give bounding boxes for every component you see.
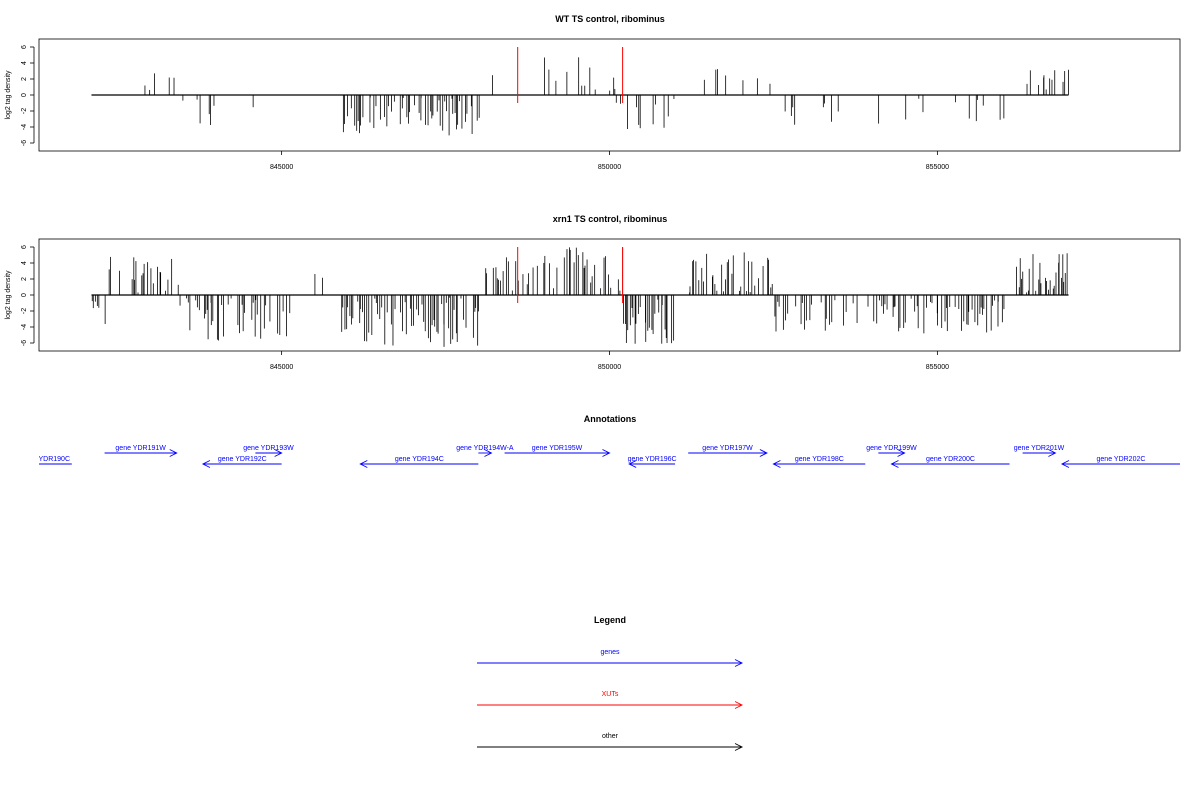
gene-arrowhead (890, 460, 899, 468)
gene-arrowhead (772, 460, 781, 468)
gene-arrowhead (1048, 449, 1057, 457)
gene-arrowhead (274, 449, 283, 457)
legend-item: other (477, 733, 744, 751)
gene-label: gene YDR194C (395, 456, 444, 463)
x-tick-label: 855000 (926, 164, 949, 171)
wt-track-ylabel: log2 tag density (5, 70, 12, 120)
gene-label: gene YDR194W-A (456, 445, 514, 452)
xrn1-track-panel: xrn1 TS control, ribominus log2 tag dens… (5, 214, 1181, 371)
gene-annotation: gene YDR200C (890, 456, 1010, 468)
y-tick-label: -2 (21, 308, 28, 314)
gene-arrowhead (1060, 460, 1070, 468)
gene-arrowhead (759, 449, 768, 457)
y-tick-label: -6 (21, 340, 28, 346)
xrn1-track-ylabel: log2 tag density (5, 270, 12, 320)
gene-annotation: gene YDR198C (772, 456, 866, 468)
y-tick-label: 0 (21, 293, 28, 297)
gene-label: gene YDR192C (218, 456, 267, 463)
wt-track-title: WT TS control, ribominus (555, 14, 665, 24)
gene-arrowhead (169, 449, 178, 457)
legend-arrowhead (734, 701, 744, 709)
legend-item: XUTs (477, 691, 744, 709)
gene-label: gene YDR201W (1014, 445, 1065, 452)
gene-annotation: gene YDR194C (359, 456, 479, 468)
gene-label: gene YDR199W (866, 445, 917, 452)
gene-label: gene YDR195W (532, 445, 583, 452)
gene-arrowhead (897, 449, 906, 457)
gene-label: gene YDR197W (702, 445, 753, 452)
y-tick-label: 4 (21, 261, 28, 265)
y-tick-label: -2 (21, 108, 28, 114)
y-tick-label: 0 (21, 93, 28, 97)
legend-item-label: other (602, 733, 619, 740)
y-tick-label: -4 (21, 324, 28, 330)
legend-title: Legend (594, 615, 626, 625)
y-tick-label: 2 (21, 77, 28, 81)
x-tick-label: 855000 (926, 364, 949, 371)
legend-item-label: genes (600, 649, 620, 656)
wt-track-y-axis: 6 4 2 0 -2 -4 -6 (21, 45, 35, 146)
gene-label: gene YDR200C (926, 456, 975, 463)
x-tick-label: 845000 (270, 164, 293, 171)
gene-label: gene YDR198C (795, 456, 844, 463)
gene-annotation: gene YDR197W (688, 445, 768, 457)
gene-label: gene YDR190C (21, 456, 70, 463)
gene-label: gene YDR193W (243, 445, 294, 452)
wt-track-panel: WT TS control, ribominus log2 tag densit… (5, 14, 1181, 171)
legend-item: genes (477, 649, 744, 667)
legend-items: genes XUTs other (477, 649, 744, 751)
x-tick-label: 850000 (598, 164, 621, 171)
gene-annotation: gene YDR193W (243, 445, 294, 457)
y-tick-label: 2 (21, 277, 28, 281)
x-tick-label: 845000 (270, 364, 293, 371)
xrn1-track-bars (91, 247, 1069, 347)
gene-arrowhead (359, 460, 368, 468)
gene-annotation: gene YDR192C (201, 456, 282, 468)
gene-annotation: gene YDR202C (1060, 456, 1180, 468)
xrn1-track-markers (517, 247, 624, 303)
gene-annotation: gene YDR190C (21, 456, 72, 465)
gene-arrowhead (484, 449, 493, 457)
y-tick-label: 6 (21, 45, 28, 49)
legend: Legend genes XUTs other (477, 615, 744, 751)
xrn1-track-y-axis: 6 4 2 0 -2 -4 -6 (21, 245, 35, 346)
gene-arrowhead (602, 449, 611, 457)
gene-label: gene YDR202C (1097, 456, 1146, 463)
y-tick-label: 6 (21, 245, 28, 249)
legend-arrowhead (734, 743, 744, 751)
gene-annotation: gene YDR195W (504, 445, 611, 457)
gene-label: gene YDR191W (115, 445, 166, 452)
legend-arrowhead (734, 659, 744, 667)
gene-label: gene YDR196C (628, 456, 677, 463)
y-tick-label: -6 (21, 140, 28, 146)
gene-annotation: gene YDR191W (104, 445, 178, 457)
gene-annotation: gene YDR199W (866, 445, 917, 457)
legend-item-label: XUTs (602, 691, 619, 698)
annotations-title: Annotations (584, 414, 637, 424)
gene-annotation: gene YDR196C (628, 456, 677, 468)
wt-track-markers (517, 47, 624, 103)
gene-arrowhead (628, 460, 637, 468)
wt-track-bars (91, 57, 1069, 136)
xrn1-track-x-axis: 845000 850000 855000 (270, 351, 949, 371)
xrn1-track-title: xrn1 TS control, ribominus (553, 214, 668, 224)
gene-annotation: gene YDR194W-A (456, 445, 514, 457)
gene-annotation: gene YDR201W (1014, 445, 1065, 457)
wt-track-x-axis: 845000 850000 855000 (270, 151, 949, 171)
y-tick-label: 4 (21, 61, 28, 65)
gene-annotations: gene YDR190C gene YDR191W gene YDR192C gene… (21, 445, 1180, 468)
gene-arrowhead (201, 460, 211, 468)
y-tick-label: -4 (21, 124, 28, 130)
x-tick-label: 850000 (598, 364, 621, 371)
